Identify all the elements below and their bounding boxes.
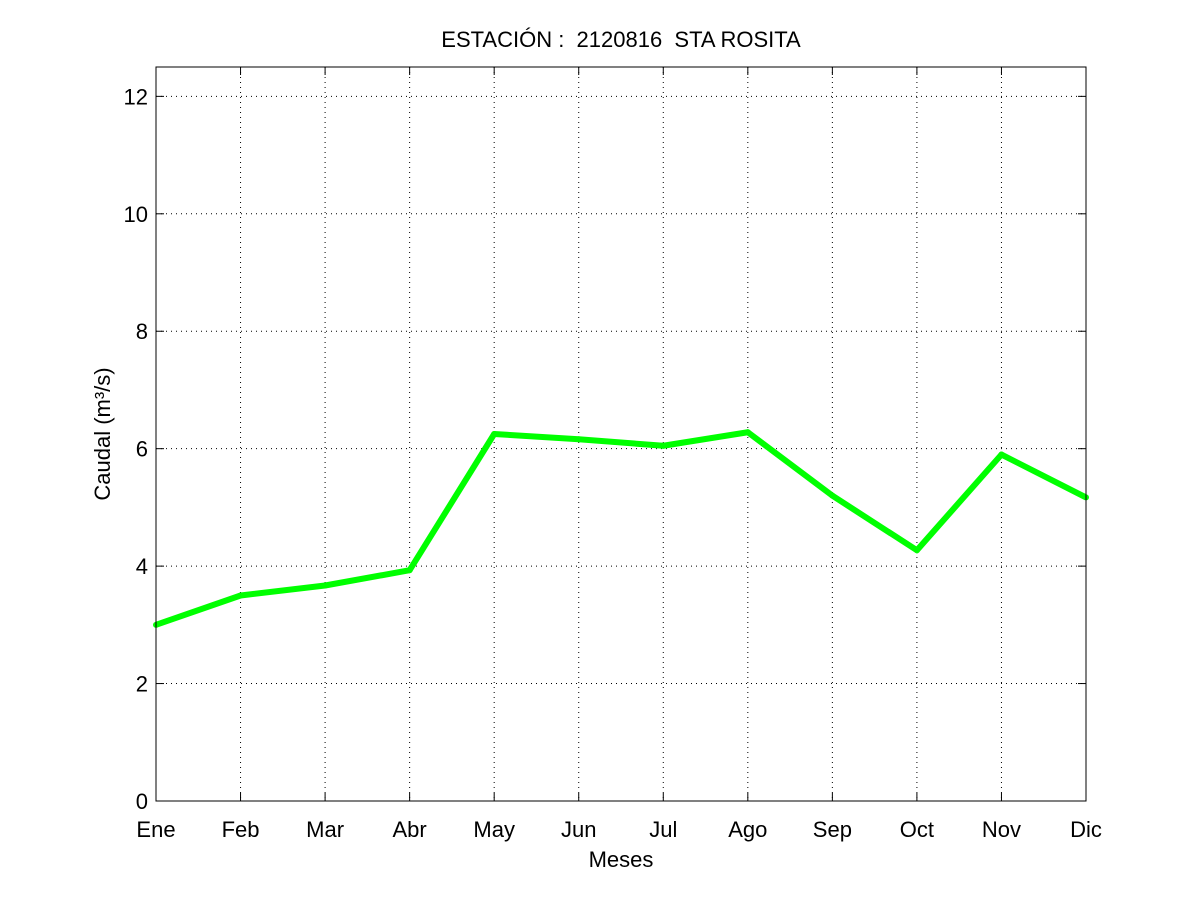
data-point — [998, 451, 1005, 458]
data-point — [237, 592, 244, 599]
y-tick-label: 4 — [136, 554, 148, 579]
y-tick-label: 6 — [136, 437, 148, 462]
x-tick-label: Jul — [649, 817, 677, 842]
x-tick-label: Oct — [900, 817, 934, 842]
y-tick-label: 2 — [136, 672, 148, 697]
x-tick-label: Ene — [136, 817, 175, 842]
y-axis-label: Caudal (m³/s) — [90, 367, 115, 500]
x-tick-label: Jun — [561, 817, 596, 842]
y-tick-label: 8 — [136, 319, 148, 344]
x-tick-label: Abr — [393, 817, 427, 842]
x-tick-label: Ago — [728, 817, 767, 842]
x-tick-label: Nov — [982, 817, 1021, 842]
data-point — [575, 436, 582, 443]
data-point — [660, 442, 667, 449]
grid-lines — [156, 67, 1086, 801]
chart-title: ESTACIÓN : 2120816 STA ROSITA — [441, 27, 801, 52]
axis-ticks: Ene Feb Mar Abr May Jun Jul Ago Sep Oct Nov Dic 0 2 4 6… — [124, 67, 1102, 842]
x-tick-label: Mar — [306, 817, 344, 842]
y-tick-label: 10 — [124, 202, 148, 227]
x-tick-label: Dic — [1070, 817, 1102, 842]
data-point — [491, 431, 498, 437]
x-tick-label: Feb — [222, 817, 260, 842]
data-point — [913, 547, 920, 554]
y-tick-label: 0 — [136, 789, 148, 814]
data-series-line — [155, 429, 1088, 628]
y-tick-label: 12 — [124, 84, 148, 109]
data-point — [744, 429, 751, 436]
x-axis-label: Meses — [589, 847, 654, 872]
x-tick-label: May — [473, 817, 515, 842]
plot-area-frame — [155, 66, 1087, 802]
series-layer — [153, 429, 1089, 628]
x-tick-label: Sep — [813, 817, 852, 842]
data-point — [322, 582, 329, 589]
data-point — [406, 567, 413, 574]
data-point — [829, 492, 836, 499]
